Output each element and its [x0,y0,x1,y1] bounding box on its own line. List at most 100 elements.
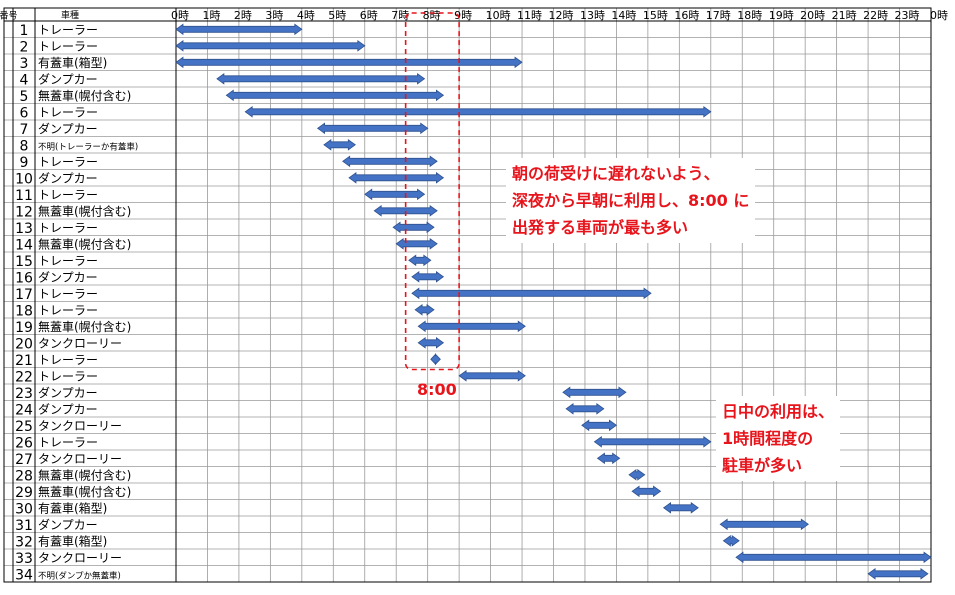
row-number: 18 [15,303,33,319]
row-vehicle-type: 無蓋車(幌付含む) [38,236,131,251]
x-tick-label: 0時 [930,9,948,22]
row-vehicle-type: 不明(トレーラーか有蓋車) [38,141,138,152]
row-vehicle-type: ダンプカー [38,401,98,416]
x-tick-label: 23時 [895,9,920,22]
row-number: 26 [15,435,33,451]
duration-arrow [430,353,441,366]
daytime-annotation-line: 駐車が多い [722,456,803,475]
row-vehicle-type: トレーラー [38,303,98,317]
row-vehicle-type: トレーラー [38,353,98,367]
row-vehicle-type: 不明(ダンプか無蓋車) [38,570,121,581]
x-tick-label: 13時 [580,9,605,22]
row-vehicle-type: トレーラー [38,254,98,268]
duration-arrow [411,287,652,300]
duration-arrow [225,89,445,102]
duration-arrow [596,452,621,465]
x-tick-label: 18時 [737,9,762,22]
row-number: 3 [20,56,29,72]
row-number: 11 [15,188,33,204]
row-vehicle-type: ダンプカー [38,71,98,86]
row-number: 23 [15,386,33,402]
highlight-box [404,12,460,371]
row-number: 33 [15,551,33,567]
duration-arrow [175,56,523,69]
row-number: 13 [15,221,33,237]
row-vehicle-type: ダンプカー [38,269,98,284]
row-vehicle-type: ダンプカー [38,385,98,400]
duration-arrow [244,106,712,118]
duration-arrow [408,254,432,267]
morning-annotation: 朝の荷受けに遅れないよう、 深夜から早朝に利用し、8:00 に 出発する車両が最… [506,158,756,243]
row-vehicle-type: 無蓋車(幌付含む) [38,203,131,218]
row-vehicle-type: トレーラー [38,188,98,202]
duration-arrow [175,40,366,52]
duration-arrow [631,485,662,498]
duration-arrow [565,403,605,415]
duration-arrow [593,436,712,448]
row-vehicle-type: ダンプカー [38,517,98,532]
row-vehicle-type: 有蓋車(箱型) [38,533,107,548]
x-tick-label: 0時 [171,9,189,22]
row-number: 20 [15,336,33,352]
daytime-annotation-line: 1時間程度の [722,429,814,448]
morning-annotation-line: 朝の荷受けに遅れないよう、 [512,164,720,183]
duration-arrow [348,172,445,184]
row-number: 22 [15,369,33,385]
header-number: 番号 [0,10,18,22]
duration-arrow [392,221,435,234]
row-number: 21 [15,353,33,369]
row-number: 5 [20,89,29,105]
row-number: 34 [15,567,33,583]
row-number: 9 [20,155,29,171]
row-number: 12 [15,204,33,220]
x-tick-label: 16時 [674,9,699,22]
x-tick-label: 21時 [832,9,857,22]
row-vehicle-type: トレーラー [38,221,98,235]
row-vehicle-type: 有蓋車(箱型) [38,55,107,70]
x-tick-label: 15時 [643,9,668,22]
x-tick-label: 7時 [391,9,409,22]
row-vehicle-type: ダンプカー [38,121,98,136]
duration-arrow [417,337,445,349]
row-vehicle-type: 無蓋車(幌付含む) [38,484,131,499]
row-vehicle-type: トレーラー [38,105,98,119]
x-tick-label: 14時 [611,9,636,22]
row-vehicle-type: 無蓋車(幌付含む) [38,88,131,103]
row-number: 24 [15,402,33,418]
row-number: 4 [20,72,29,88]
row-number: 32 [15,534,33,550]
row-number: 16 [15,270,33,286]
row-number: 2 [20,39,29,55]
row-vehicle-type: トレーラー [38,39,98,53]
row-number: 14 [15,237,33,253]
row-vehicle-type: トレーラー [38,287,98,301]
row-vehicle-type: トレーラー [38,23,98,37]
row-vehicle-type: 無蓋車(幌付含む) [38,467,131,482]
row-vehicle-type: タンクローリー [38,551,122,565]
header-vehicle-type: 車種 [61,9,79,21]
daytime-annotation-line: 日中の利用は、 [722,402,835,421]
row-number: 25 [15,419,33,435]
duration-arrow [364,188,426,201]
x-tick-label: 17時 [706,9,731,22]
row-number: 1 [20,23,29,39]
row-vehicle-type: 有蓋車(箱型) [38,500,107,515]
x-tick-label: 3時 [265,9,283,22]
row-vehicle-type: トレーラー [38,155,98,169]
x-tick-label: 9時 [454,9,472,22]
x-tick-label: 11時 [517,9,542,22]
duration-arrow [323,139,356,151]
table-frame [3,7,932,583]
row-number: 10 [15,171,33,187]
duration-arrow [411,271,445,283]
duration-arrow [175,23,303,36]
duration-arrow [417,320,526,333]
row-vehicle-type: タンクローリー [38,419,122,433]
duration-arrow [662,502,699,514]
row-vehicle-type: 無蓋車(幌付含む) [38,319,131,334]
duration-arrow [722,535,740,547]
row-number: 6 [20,105,29,121]
x-tick-label: 22時 [863,9,888,22]
